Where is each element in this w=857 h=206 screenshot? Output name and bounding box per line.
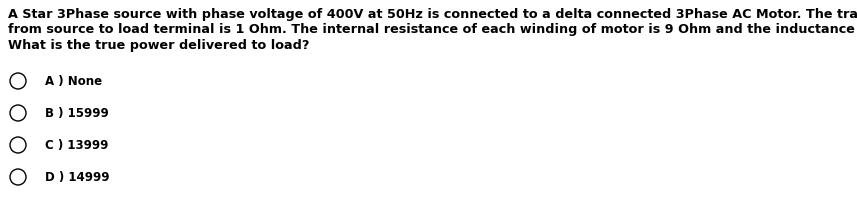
Text: What is the true power delivered to load?: What is the true power delivered to load… [8, 39, 309, 52]
Text: D ) 14999: D ) 14999 [45, 171, 110, 184]
Text: A Star 3Phase source with phase voltage of 400V at 50Hz is connected to a delta : A Star 3Phase source with phase voltage … [8, 8, 857, 21]
Text: A ) None: A ) None [45, 75, 102, 88]
Text: B ) 15999: B ) 15999 [45, 107, 109, 120]
Text: C ) 13999: C ) 13999 [45, 139, 108, 152]
Text: from source to load terminal is 1 Ohm. The internal resistance of each winding o: from source to load terminal is 1 Ohm. T… [8, 23, 857, 36]
